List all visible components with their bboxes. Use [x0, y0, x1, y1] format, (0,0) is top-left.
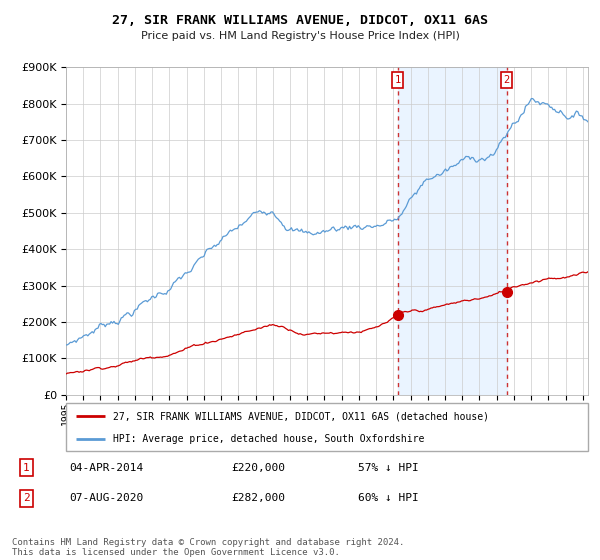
Text: 1: 1	[395, 75, 401, 85]
Bar	[398, 67, 506, 395]
Text: 2: 2	[23, 493, 30, 503]
Text: 04-APR-2014: 04-APR-2014	[70, 463, 144, 473]
Text: HPI: Average price, detached house, South Oxfordshire: HPI: Average price, detached house, Sout…	[113, 434, 424, 444]
Text: 1: 1	[23, 463, 30, 473]
Text: 57% ↓ HPI: 57% ↓ HPI	[358, 463, 418, 473]
Text: 27, SIR FRANK WILLIAMS AVENUE, DIDCOT, OX11 6AS (detached house): 27, SIR FRANK WILLIAMS AVENUE, DIDCOT, O…	[113, 411, 489, 421]
Text: 2: 2	[503, 75, 510, 85]
Text: £282,000: £282,000	[231, 493, 285, 503]
Text: 60% ↓ HPI: 60% ↓ HPI	[358, 493, 418, 503]
Text: £220,000: £220,000	[231, 463, 285, 473]
Text: 07-AUG-2020: 07-AUG-2020	[70, 493, 144, 503]
Text: Contains HM Land Registry data © Crown copyright and database right 2024.
This d: Contains HM Land Registry data © Crown c…	[12, 538, 404, 557]
Text: Price paid vs. HM Land Registry's House Price Index (HPI): Price paid vs. HM Land Registry's House …	[140, 31, 460, 41]
Text: 27, SIR FRANK WILLIAMS AVENUE, DIDCOT, OX11 6AS: 27, SIR FRANK WILLIAMS AVENUE, DIDCOT, O…	[112, 14, 488, 27]
